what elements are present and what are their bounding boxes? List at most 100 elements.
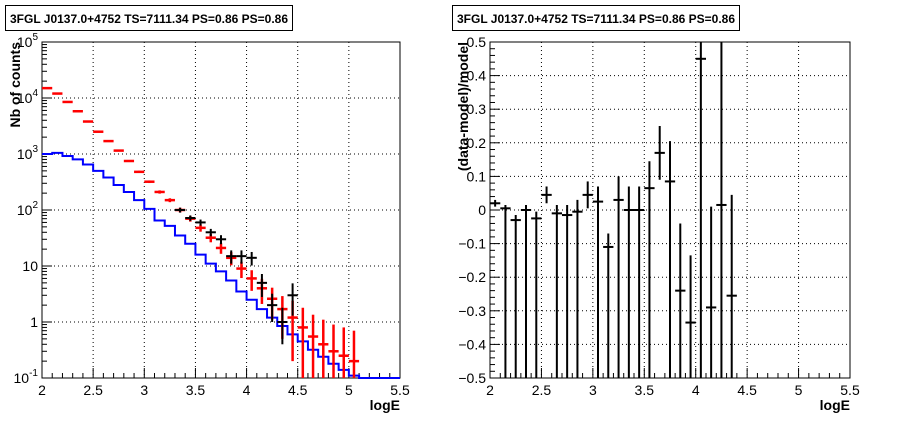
- left-x-tick-label: 3.5: [186, 382, 206, 398]
- right-data-point: [623, 186, 634, 378]
- right-data-point: [654, 126, 665, 180]
- left-data-point: [123, 159, 135, 163]
- left-data-point: [236, 261, 247, 279]
- left-data-point: [267, 293, 278, 322]
- right-data-point: [716, 42, 727, 378]
- left-model-step-line: [42, 151, 400, 379]
- left-data-point: [195, 224, 206, 232]
- left-data-point: [154, 190, 165, 194]
- left-data-point: [348, 330, 360, 378]
- right-data-point: [520, 204, 532, 378]
- left-data-point: [215, 243, 227, 254]
- left-data-point: [82, 120, 94, 123]
- left-y-tick-label: 10-1: [14, 368, 39, 386]
- left-x-tick-label: 5.5: [390, 382, 410, 398]
- right-x-tick-label: 2.5: [532, 382, 552, 398]
- right-y-tick-label: 0.1: [467, 168, 487, 184]
- left-data-point: [307, 314, 319, 378]
- right-y-tick-label: −0.5: [458, 370, 486, 386]
- left-data-point: [72, 109, 83, 113]
- left-y-tick-label: 1: [30, 314, 38, 330]
- right-y-tick-label: 0.2: [467, 135, 487, 151]
- left-data-point: [144, 180, 155, 184]
- left-data-point: [277, 307, 288, 345]
- right-x-tick-label: 5: [795, 382, 803, 398]
- left-data-point: [134, 170, 145, 174]
- left-data-point: [215, 235, 227, 245]
- left-data-point: [205, 228, 216, 237]
- left-data-point: [246, 251, 257, 266]
- right-data-point: [706, 206, 717, 378]
- left-data-point: [226, 250, 237, 264]
- right-y-tick-label: 0.4: [467, 68, 487, 84]
- right-chart-title: 3FGL J0137.0+4752 TS=7111.34 PS=0.86 PS=…: [452, 5, 741, 31]
- right-data-point: [572, 199, 583, 378]
- right-data-point: [551, 204, 562, 378]
- right-data-point: [664, 141, 676, 378]
- left-data-point: [103, 139, 114, 143]
- right-x-tick-label: 3: [589, 382, 597, 398]
- left-data-point: [195, 219, 206, 226]
- left-x-tick-label: 5: [345, 382, 353, 398]
- right-data-point: [613, 176, 624, 378]
- left-data-point: [236, 250, 247, 264]
- right-data-point: [695, 42, 706, 378]
- right-y-tick-label: 0.5: [467, 34, 487, 50]
- left-x-tick-label: 4: [243, 382, 251, 398]
- left-data-point: [185, 215, 196, 221]
- right-data-point: [726, 194, 737, 378]
- left-data-point: [256, 273, 268, 297]
- left-data-point: [297, 307, 308, 378]
- left-y-tick-label: 105: [17, 32, 39, 50]
- left-y-tick-label: 102: [17, 200, 39, 218]
- left-x-tick-label: 2.5: [83, 382, 103, 398]
- right-y-tick-label: −0.2: [458, 269, 486, 285]
- right-x-tick-label: 4.5: [737, 382, 757, 398]
- left-data-point: [287, 283, 298, 316]
- right-data-point: [685, 255, 696, 378]
- right-data-point: [541, 186, 552, 204]
- left-x-tick-label: 4.5: [288, 382, 308, 398]
- left-data-point: [164, 198, 175, 203]
- left-data-point: [328, 324, 339, 378]
- right-x-tick-label: 2: [486, 382, 494, 398]
- right-data-point: [634, 186, 645, 378]
- left-data-point: [93, 130, 104, 133]
- left-data-point: [318, 319, 329, 378]
- right-data-point: [644, 161, 655, 378]
- right-data-point: [500, 204, 511, 378]
- left-data-point: [338, 327, 349, 378]
- right-y-tick-label: 0.3: [467, 101, 487, 117]
- left-y-tick-label: 10: [22, 258, 38, 274]
- right-data-point: [675, 223, 686, 378]
- right-y-tick-label: −0.1: [458, 236, 486, 252]
- left-plot: 2 2.5 3 3.5 4 4.5 5 5.5 10-1 1 10 102 103 104 105 logE N…: [7, 32, 410, 413]
- right-x-tick-label: 5.5: [840, 382, 860, 398]
- right-y-tick-label: −0.4: [458, 336, 486, 352]
- right-data-point: [510, 215, 521, 378]
- right-data-point: [592, 186, 604, 378]
- left-x-axis-label: logE: [370, 397, 400, 413]
- right-y-axis-label: (data-model)/model: [455, 42, 471, 171]
- left-y-tick-label: 103: [17, 144, 39, 162]
- left-x-tick-label: 3: [140, 382, 148, 398]
- left-data-point: [174, 207, 186, 213]
- right-data-point: [582, 181, 593, 209]
- left-x-tick-label: 2: [38, 382, 46, 398]
- right-data-point: [562, 204, 573, 378]
- left-chart-title: 3FGL J0137.0+4752 TS=7111.34 PS=0.86 PS=…: [5, 5, 294, 31]
- right-data-point: [603, 233, 614, 378]
- left-data-point: [113, 149, 124, 152]
- right-data-point: [490, 199, 501, 207]
- left-y-tick-label: 104: [17, 88, 39, 106]
- right-data-point: [531, 211, 542, 378]
- left-data-point: [246, 270, 257, 291]
- right-y-tick-label: −0.3: [458, 303, 486, 319]
- right-x-axis-label: logE: [820, 397, 850, 413]
- left-data-point: [62, 100, 73, 104]
- right-x-tick-label: 4: [692, 382, 700, 398]
- right-plot: 2 2.5 3 3.5 4 4.5 5 5.5 −0.5 −0.4 −0.3 −0.2 −0.1 0 0.1…: [455, 34, 860, 413]
- right-y-tick-label: 0: [478, 202, 486, 218]
- right-x-tick-label: 3.5: [635, 382, 655, 398]
